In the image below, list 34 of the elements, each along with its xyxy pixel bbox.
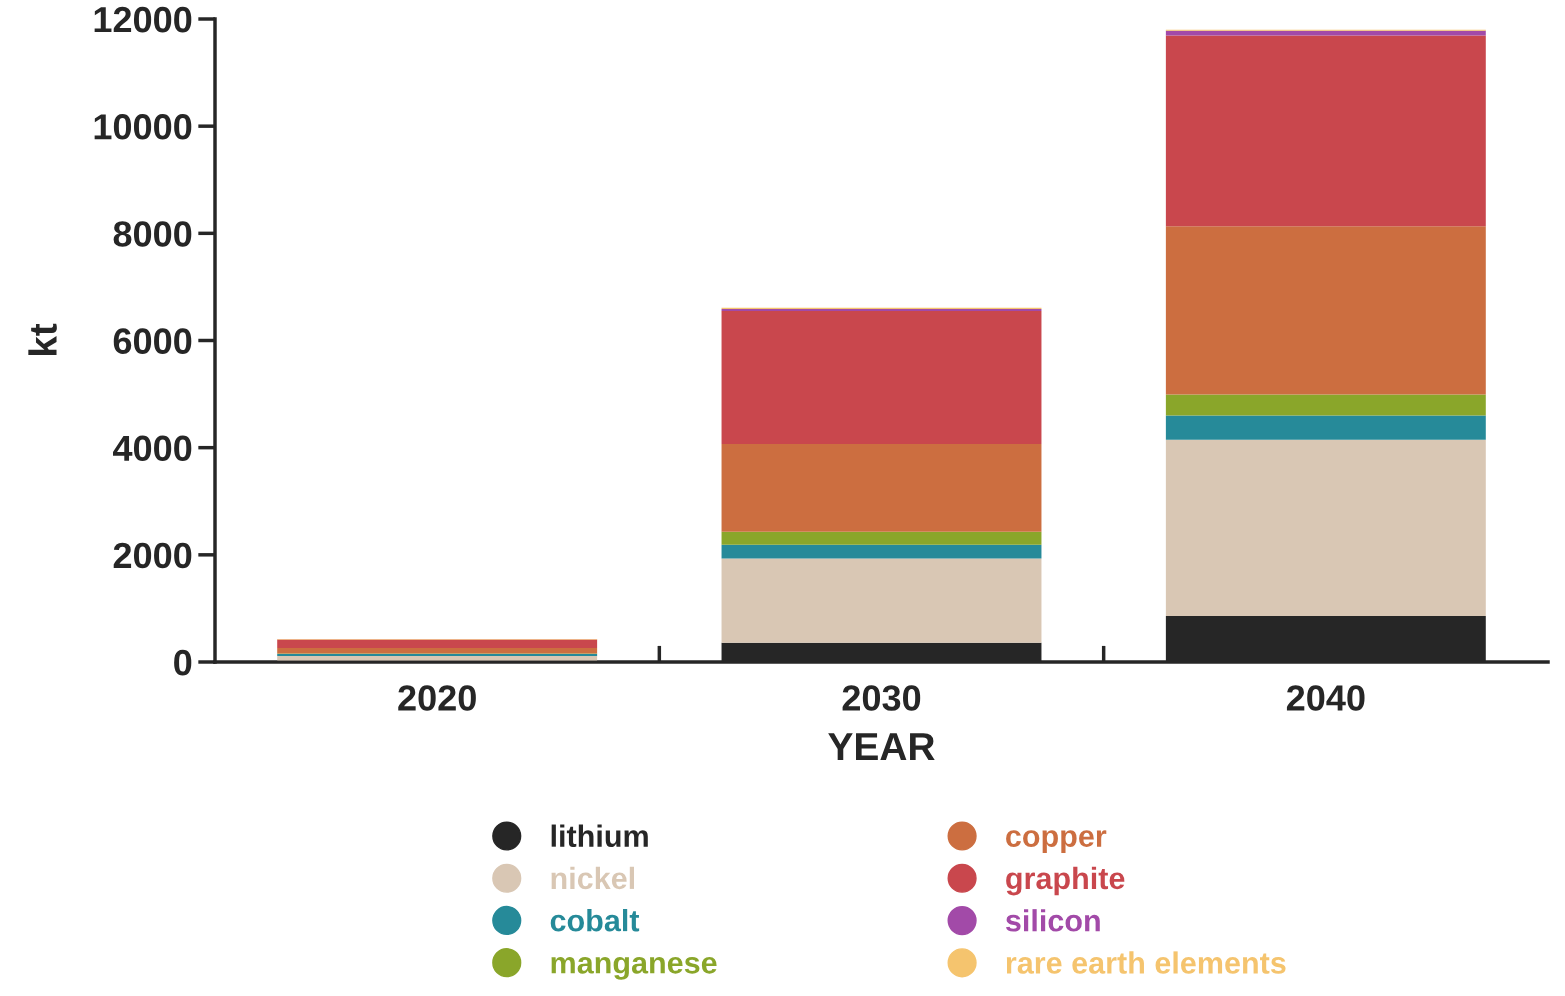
bar <box>721 544 1042 559</box>
bar <box>277 648 598 654</box>
x-tick-label: 2030 <box>842 685 921 711</box>
bar <box>277 656 598 661</box>
bar <box>277 639 598 649</box>
legend-label: graphite <box>1006 866 1125 896</box>
y-tick-label: 2000 <box>113 542 192 569</box>
bar <box>721 558 1042 643</box>
y-tick-label: 12000 <box>94 6 192 33</box>
x-axis-title: YEAR <box>828 733 935 760</box>
y-tick-label: 8000 <box>113 221 192 247</box>
y-tick-label: 4000 <box>113 435 192 462</box>
bar <box>1165 415 1486 440</box>
legend-label: silicon <box>1005 909 1100 932</box>
y-axis-title: kt <box>28 323 57 356</box>
bar <box>721 531 1042 545</box>
bar <box>721 311 1042 444</box>
legend-label: cobalt <box>550 909 640 932</box>
bar <box>721 443 1042 532</box>
y-tick-label: 0 <box>174 649 192 676</box>
bar <box>1165 439 1486 616</box>
legend-label: copper <box>1006 830 1107 854</box>
x-tick-label: 2020 <box>398 685 476 711</box>
y-tick-label: 10000 <box>94 114 192 140</box>
legend-label: rare earth elements <box>1006 951 1286 974</box>
legend-label: lithium <box>551 824 648 847</box>
bar <box>1165 394 1486 416</box>
x-tick-label: 2040 <box>1286 685 1365 711</box>
legend-label: nickel <box>551 866 634 890</box>
bar <box>1165 35 1486 227</box>
y-tick-label: 6000 <box>113 328 192 354</box>
bar <box>1165 226 1486 395</box>
legend-label: manganese <box>551 956 717 980</box>
bar <box>1165 30 1486 36</box>
